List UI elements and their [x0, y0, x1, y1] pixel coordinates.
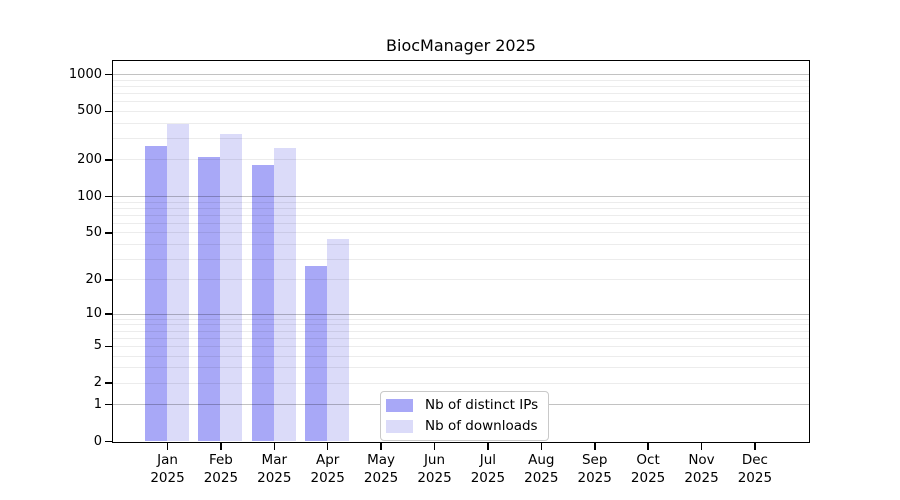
minor-gridline — [113, 382, 809, 384]
minor-gridline — [113, 243, 809, 245]
x-tick-mark — [273, 443, 276, 450]
y-tick-label: 100 — [77, 188, 102, 204]
x-tick-label: Feb 2025 — [203, 452, 239, 486]
x-tick-label: Mar 2025 — [257, 452, 292, 486]
grid-layer — [113, 61, 809, 442]
minor-gridline — [113, 214, 809, 216]
x-tick-label: Apr 2025 — [310, 452, 345, 486]
y-tick-mark — [105, 110, 112, 113]
y-tick-mark — [105, 382, 112, 384]
y-tick-mark — [105, 73, 112, 76]
y-tick-mark — [105, 159, 112, 161]
y-tick-mark — [105, 440, 112, 443]
y-tick-label: 10 — [85, 306, 102, 322]
x-tick-label: Nov 2025 — [684, 452, 719, 486]
legend-swatch-distinct-ips-icon — [386, 398, 413, 412]
bar-jan-downloads — [167, 124, 189, 441]
y-tick-mark — [105, 279, 112, 281]
y-tick-label: 2 — [93, 375, 102, 391]
legend-swatch-downloads-icon — [386, 419, 413, 433]
minor-gridline — [113, 86, 809, 87]
y-tick-label: 200 — [77, 151, 102, 167]
minor-gridline — [113, 367, 809, 369]
y-tick-mark — [105, 313, 112, 315]
x-tick-mark — [220, 443, 222, 450]
y-tick-label: 50 — [85, 224, 102, 240]
legend-item-downloads: Nb of downloads — [386, 419, 538, 433]
minor-gridline — [113, 318, 809, 320]
plot-area — [112, 60, 810, 443]
minor-gridline — [113, 93, 809, 95]
minor-gridline — [113, 258, 809, 260]
minor-gridline — [113, 159, 809, 161]
bar-mar-distinct-ips — [251, 165, 274, 441]
minor-gridline — [113, 110, 809, 112]
minor-gridline — [113, 324, 809, 326]
bar-mar-downloads — [273, 147, 296, 441]
x-tick-mark — [754, 443, 756, 450]
x-tick-mark — [647, 443, 649, 450]
bars-layer — [113, 61, 809, 442]
x-tick-label: Jul 2025 — [470, 452, 506, 486]
x-tick-label: May 2025 — [363, 452, 399, 486]
minor-gridline — [113, 138, 809, 139]
y-tick-label: 5 — [93, 338, 102, 354]
x-tick-mark — [700, 443, 703, 450]
major-gridline — [113, 196, 809, 197]
x-tick-label: Jan 2025 — [150, 452, 185, 486]
x-tick-mark — [433, 443, 436, 450]
legend-label-distinct-ips: Nb of distinct IPs — [425, 397, 539, 413]
minor-gridline — [113, 232, 809, 234]
legend-label-downloads: Nb of downloads — [425, 418, 538, 434]
legend-item-distinct-ips: Nb of distinct IPs — [386, 398, 538, 412]
major-gridline — [113, 313, 809, 315]
minor-gridline — [113, 201, 809, 203]
y-tick-mark — [105, 232, 112, 234]
x-tick-label: Dec 2025 — [737, 452, 773, 486]
bar-feb-distinct-ips — [198, 156, 221, 441]
y-tick-label: 20 — [85, 271, 102, 287]
minor-gridline — [113, 355, 809, 357]
x-tick-mark — [487, 443, 489, 450]
bar-apr-downloads — [327, 238, 350, 441]
bar-jan-distinct-ips — [145, 145, 167, 441]
y-tick-label: 1 — [93, 396, 102, 412]
bar-apr-distinct-ips — [305, 266, 328, 441]
chart-title: BiocManager 2025 — [386, 36, 536, 55]
minor-gridline — [113, 279, 809, 281]
y-tick-label: 1000 — [68, 66, 102, 82]
x-tick-mark — [380, 443, 382, 450]
bar-feb-downloads — [220, 133, 243, 441]
y-tick-mark — [105, 195, 112, 198]
x-tick-mark — [540, 443, 542, 450]
x-tick-mark — [166, 443, 169, 450]
minor-gridline — [113, 101, 809, 103]
y-tick-label: 0 — [93, 433, 102, 449]
x-tick-label: Oct 2025 — [630, 452, 666, 486]
x-tick-label: Aug 2025 — [524, 452, 559, 486]
minor-gridline — [113, 330, 809, 332]
minor-gridline — [113, 337, 809, 339]
y-tick-mark — [105, 403, 112, 406]
minor-gridline — [113, 122, 809, 124]
minor-gridline — [113, 222, 809, 224]
x-tick-mark — [594, 443, 596, 450]
minor-gridline — [113, 79, 809, 81]
x-tick-label: Jun 2025 — [417, 452, 452, 486]
minor-gridline — [113, 207, 809, 209]
y-tick-label: 500 — [77, 103, 102, 119]
legend: Nb of distinct IPs Nb of downloads — [380, 391, 550, 441]
x-tick-mark — [326, 443, 329, 450]
minor-gridline — [113, 345, 809, 347]
major-gridline — [113, 74, 809, 76]
x-tick-label: Sep 2025 — [577, 452, 612, 486]
y-tick-mark — [105, 345, 112, 348]
